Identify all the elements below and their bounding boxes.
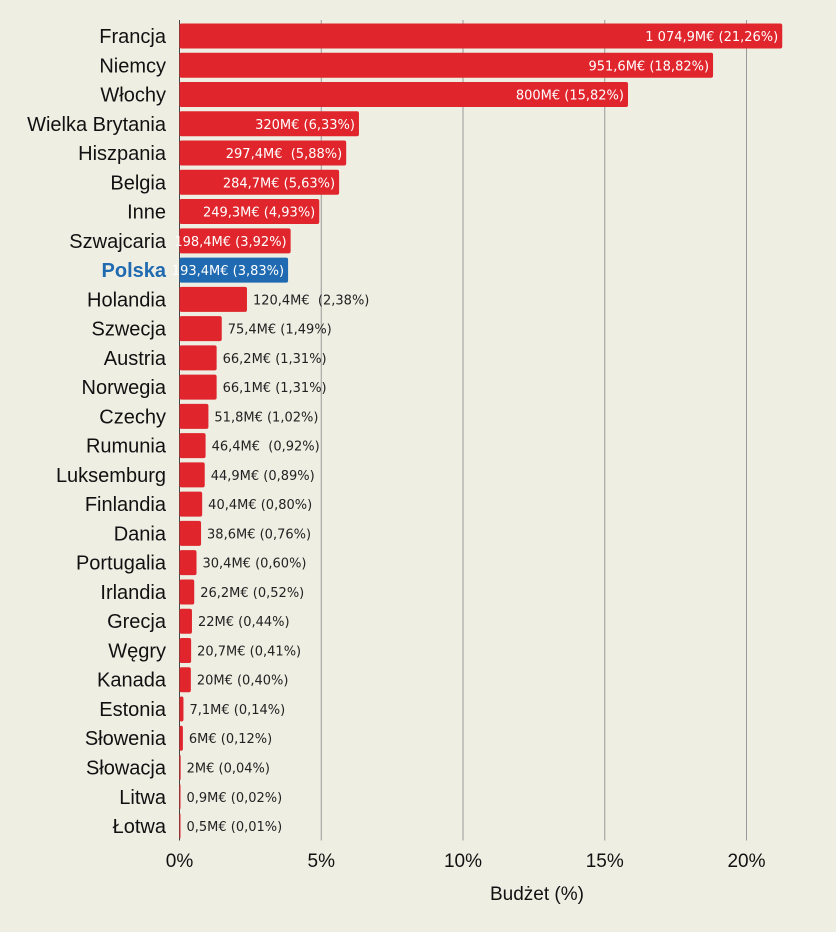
data-label: 120,4M€ (2,38%) [253, 293, 369, 308]
bar [179, 111, 359, 137]
bar [179, 462, 205, 488]
x-tick-label: 0% [166, 851, 194, 872]
x-axis-label: Budżet (%) [490, 884, 584, 905]
bar [179, 286, 247, 312]
category-label: Luksemburg [56, 465, 166, 487]
bar [179, 520, 202, 546]
category-label: Wielka Brytania [27, 114, 167, 136]
category-label: Rumunia [86, 436, 167, 458]
category-label: Polska [102, 260, 167, 282]
bar [179, 550, 197, 576]
bar [179, 667, 191, 693]
category-label: Portugalia [76, 553, 167, 575]
bar [179, 199, 320, 225]
x-tick-label: 15% [586, 851, 624, 872]
data-label: 249,3M€ (4,93%) [203, 206, 315, 221]
category-label: Finlandia [85, 494, 167, 516]
data-label: 6M€ (0,12%) [189, 732, 272, 747]
category-label: Litwa [119, 787, 167, 809]
x-tick-label: 5% [308, 851, 336, 872]
category-label: Norwegia [82, 377, 167, 399]
category-label: Czechy [99, 406, 166, 428]
category-label: Szwajcaria [69, 231, 167, 253]
category-label: Słowacja [86, 758, 167, 780]
bar [179, 696, 184, 722]
bar [179, 637, 192, 663]
bar [179, 23, 783, 49]
bar [179, 491, 203, 517]
category-label: Włochy [100, 85, 166, 107]
bar [179, 228, 291, 254]
bar [179, 813, 181, 839]
data-label: 0,5M€ (0,01%) [187, 820, 283, 835]
bar [179, 82, 628, 108]
bar [179, 257, 289, 283]
bar [179, 608, 192, 634]
category-label: Holandia [87, 289, 167, 311]
data-label: 66,1M€ (1,31%) [223, 381, 327, 396]
bar [179, 140, 347, 166]
category-label: Hiszpania [78, 143, 167, 165]
data-label: 20,7M€ (0,41%) [197, 644, 301, 659]
data-label: 320M€ (6,33%) [255, 118, 355, 133]
data-label: 38,6M€ (0,76%) [207, 527, 311, 542]
category-label: Belgia [110, 172, 166, 194]
bar [179, 316, 222, 342]
x-tick-label: 20% [727, 851, 765, 872]
category-label: Francja [99, 26, 167, 48]
data-label: 44,9M€ (0,89%) [211, 469, 315, 484]
category-label: Dania [114, 523, 167, 545]
x-tick-labels: 0% 5% 10% 15% 20% [166, 851, 766, 872]
data-label: 297,4M€ (5,88%) [226, 147, 342, 162]
data-label: 198,4M€ (3,92%) [174, 235, 286, 250]
category-label: Słowenia [85, 728, 167, 750]
bar [179, 169, 340, 195]
bar [179, 374, 217, 400]
data-label: 22M€ (0,44%) [198, 615, 290, 630]
bars: 1 074,9M€ (21,26%) 951,6M€ (18,82%) 800M€ … [172, 23, 783, 839]
category-label: Grecja [107, 611, 167, 633]
data-label: 30,4M€ (0,60%) [203, 557, 307, 572]
data-label: 951,6M€ (18,82%) [588, 59, 709, 74]
category-label: Austria [104, 348, 167, 370]
bar [179, 725, 183, 751]
data-label: 7,1M€ (0,14%) [189, 703, 285, 718]
category-label: Łotwa [113, 816, 167, 838]
data-label: 20M€ (0,40%) [197, 674, 289, 689]
data-label: 51,8M€ (1,02%) [214, 410, 318, 425]
bar [179, 579, 195, 605]
data-label: 1 074,9M€ (21,26%) [645, 30, 778, 45]
category-label: Niemcy [99, 55, 166, 77]
data-label: 193,4M€ (3,83%) [172, 264, 284, 279]
category-label: Inne [127, 202, 166, 224]
x-tick-label: 10% [444, 851, 482, 872]
bar [179, 403, 209, 429]
data-label: 2M€ (0,04%) [187, 762, 270, 777]
category-label: Irlandia [100, 582, 166, 604]
category-label: Estonia [99, 699, 167, 721]
data-label: 40,4M€ (0,80%) [208, 498, 312, 513]
category-label: Węgry [108, 640, 166, 662]
data-label: 46,4M€ (0,92%) [212, 440, 320, 455]
bar [179, 784, 181, 810]
category-label: Szwecja [92, 319, 167, 341]
data-label: 0,9M€ (0,02%) [187, 791, 283, 806]
bar [179, 345, 217, 371]
bar [179, 433, 206, 459]
data-label: 800M€ (15,82%) [516, 89, 624, 104]
data-label: 75,4M€ (1,49%) [228, 323, 332, 338]
data-label: 26,2M€ (0,52%) [200, 586, 304, 601]
data-label: 284,7M€ (5,63%) [223, 176, 335, 191]
data-label: 66,2M€ (1,31%) [223, 352, 327, 367]
bar [179, 52, 714, 78]
category-label: Kanada [97, 670, 167, 692]
category-labels: Francja Niemcy Włochy Wielka Brytania Hiszpa… [27, 26, 167, 838]
bar [179, 755, 181, 780]
